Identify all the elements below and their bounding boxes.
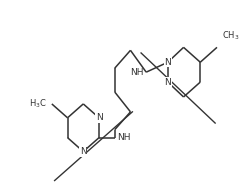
Text: N: N: [164, 78, 171, 86]
Text: NH: NH: [130, 68, 144, 77]
Text: NH: NH: [117, 133, 131, 142]
Text: N: N: [80, 147, 87, 156]
Text: H$_3$C: H$_3$C: [29, 98, 47, 110]
Text: CH$_3$: CH$_3$: [222, 29, 239, 42]
Text: N: N: [96, 113, 102, 122]
Text: N: N: [164, 58, 171, 67]
